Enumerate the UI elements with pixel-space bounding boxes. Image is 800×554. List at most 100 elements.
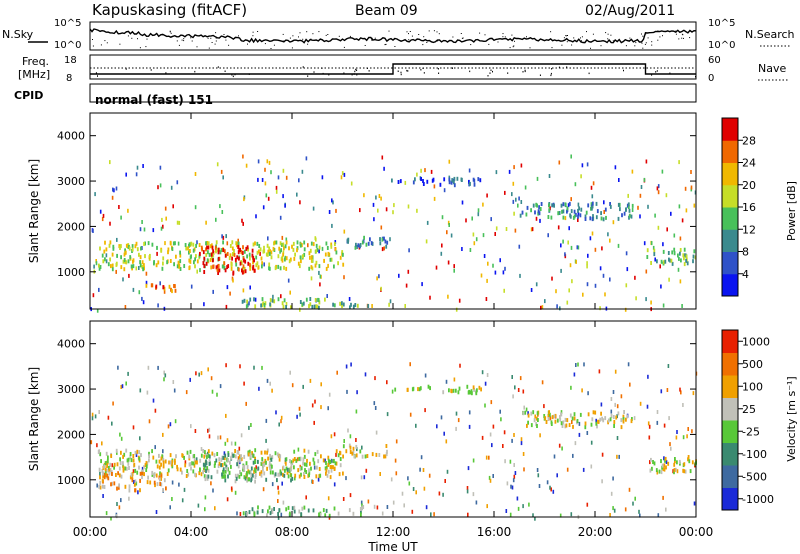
- heatmap-cell: [626, 414, 629, 419]
- heatmap-cell: [328, 392, 331, 397]
- heatmap-cell: [242, 288, 245, 293]
- heatmap-cell: [415, 490, 417, 495]
- heatmap-cell: [122, 454, 124, 459]
- heatmap-cell: [356, 245, 358, 249]
- heatmap-cell: [390, 477, 393, 482]
- heatmap-cell: [553, 203, 555, 208]
- heatmap-cell: [595, 421, 598, 426]
- heatmap-cell: [113, 465, 115, 470]
- nave-dot: [217, 66, 219, 68]
- heatmap-cell: [261, 297, 264, 302]
- heatmap-cell: [416, 208, 418, 213]
- heatmap-cell: [188, 265, 191, 270]
- nave-dot: [550, 72, 552, 75]
- heatmap-cell: [243, 258, 245, 263]
- heatmap-cell: [194, 257, 196, 262]
- heatmap-cell: [246, 299, 248, 304]
- heatmap-cell: [457, 390, 460, 395]
- heatmap-cell: [540, 305, 542, 310]
- nave-dot: [354, 70, 356, 73]
- heatmap-cell: [141, 471, 144, 476]
- heatmap-cell: [281, 301, 284, 306]
- heatmap-cell: [192, 469, 195, 474]
- heatmap-cell: [105, 259, 108, 264]
- heatmap-cell: [268, 266, 270, 271]
- heatmap-cell: [524, 410, 527, 415]
- heatmap-cell: [144, 241, 146, 246]
- heatmap-cell: [614, 369, 617, 374]
- heatmap-cell: [217, 247, 220, 252]
- heatmap-cell: [167, 468, 170, 473]
- heatmap-cell: [678, 160, 680, 165]
- heatmap-cell: [139, 436, 141, 441]
- nave-dot: [95, 72, 97, 74]
- heatmap-cell: [233, 253, 236, 257]
- heatmap-cell: [252, 242, 255, 247]
- heatmap-cell: [543, 414, 546, 418]
- heatmap-cell: [401, 491, 404, 496]
- heatmap-cell: [548, 208, 551, 213]
- heatmap-cell: [612, 415, 615, 419]
- heatmap-cell: [105, 451, 108, 456]
- heatmap-cell: [630, 419, 633, 424]
- heatmap-cell: [575, 363, 577, 367]
- noise-search-dot: [512, 46, 514, 48]
- noise-search-dot: [641, 42, 643, 44]
- heatmap-cell: [604, 207, 607, 212]
- heatmap-cell: [118, 505, 121, 510]
- heatmap-cell: [272, 294, 274, 299]
- heatmap-cell: [365, 468, 368, 473]
- heatmap-cell: [289, 257, 292, 262]
- noise-search-dot: [644, 43, 646, 45]
- heatmap-cell: [679, 248, 682, 252]
- heatmap-cell: [425, 505, 428, 510]
- heatmap-cell: [676, 460, 678, 465]
- heatmap-cell: [549, 416, 552, 421]
- y-tick-label: 1000: [57, 474, 85, 487]
- heatmap-cell: [194, 205, 197, 210]
- heatmap-cell: [568, 226, 570, 231]
- heatmap-cell: [222, 248, 225, 252]
- heatmap-cell: [220, 463, 222, 468]
- noise-search-dot: [343, 46, 345, 48]
- nave-dot: [422, 67, 424, 69]
- heatmap-cell: [190, 284, 193, 289]
- heatmap-cell: [599, 266, 602, 271]
- noise-search-dot: [146, 38, 148, 40]
- heatmap-cell: [268, 461, 271, 466]
- heatmap-cell: [171, 497, 173, 501]
- heatmap-cell: [668, 277, 670, 282]
- heatmap-cell: [120, 255, 122, 260]
- noise-search-dot: [561, 44, 563, 46]
- heatmap-cell: [291, 461, 294, 465]
- noise-search-dot: [291, 47, 293, 49]
- heatmap-cell: [448, 177, 451, 182]
- heatmap-cell: [450, 388, 453, 393]
- noise-search-dot: [225, 39, 227, 41]
- heatmap-cell: [226, 285, 229, 290]
- heatmap-cell: [248, 252, 251, 257]
- heatmap-cell: [176, 464, 178, 469]
- heatmap-cell: [375, 430, 378, 435]
- heatmap-cell: [280, 415, 283, 420]
- heatmap-cell: [486, 504, 488, 509]
- heatmap-cell: [426, 179, 429, 184]
- heatmap-cell: [487, 261, 489, 266]
- heatmap-cell: [552, 489, 555, 494]
- nave-dot: [397, 70, 399, 72]
- nave-dot: [452, 67, 453, 69]
- heatmap-cell: [278, 246, 281, 251]
- heatmap-cell: [269, 298, 272, 303]
- heatmap-cell: [667, 461, 670, 466]
- heatmap-cell: [627, 362, 630, 367]
- heatmap-cell: [645, 269, 648, 274]
- heatmap-cell: [251, 253, 254, 258]
- heatmap-cell: [131, 244, 134, 249]
- heatmap-cell: [421, 282, 423, 287]
- colorbar-swatch: [722, 465, 738, 488]
- heatmap-cell: [613, 420, 616, 424]
- heatmap-cell: [198, 372, 200, 377]
- heatmap-cell: [380, 225, 383, 230]
- heatmap-cell: [170, 287, 172, 292]
- heatmap-cell: [386, 380, 388, 385]
